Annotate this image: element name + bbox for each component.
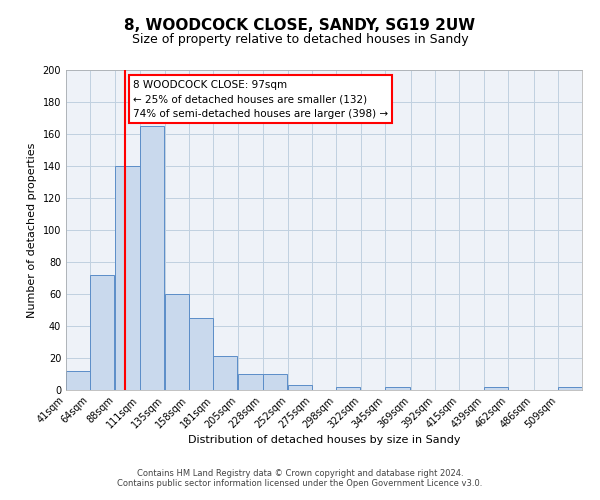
Text: Size of property relative to detached houses in Sandy: Size of property relative to detached ho… — [131, 32, 469, 46]
Text: 8, WOODCOCK CLOSE, SANDY, SG19 2UW: 8, WOODCOCK CLOSE, SANDY, SG19 2UW — [124, 18, 476, 32]
Bar — [165, 294, 189, 390]
Bar — [189, 318, 213, 390]
Bar — [558, 387, 582, 390]
X-axis label: Distribution of detached houses by size in Sandy: Distribution of detached houses by size … — [188, 436, 460, 446]
Bar — [263, 374, 287, 390]
Bar — [336, 387, 360, 390]
Text: Contains public sector information licensed under the Open Government Licence v3: Contains public sector information licen… — [118, 478, 482, 488]
Bar — [66, 371, 90, 390]
Bar — [140, 126, 164, 390]
Bar — [115, 166, 140, 390]
Bar — [385, 387, 410, 390]
Text: Contains HM Land Registry data © Crown copyright and database right 2024.: Contains HM Land Registry data © Crown c… — [137, 468, 463, 477]
Y-axis label: Number of detached properties: Number of detached properties — [27, 142, 37, 318]
Bar — [288, 385, 312, 390]
Text: 8 WOODCOCK CLOSE: 97sqm
← 25% of detached houses are smaller (132)
74% of semi-d: 8 WOODCOCK CLOSE: 97sqm ← 25% of detache… — [133, 80, 388, 119]
Bar — [213, 356, 237, 390]
Bar — [90, 275, 115, 390]
Bar — [484, 387, 508, 390]
Bar — [238, 374, 263, 390]
